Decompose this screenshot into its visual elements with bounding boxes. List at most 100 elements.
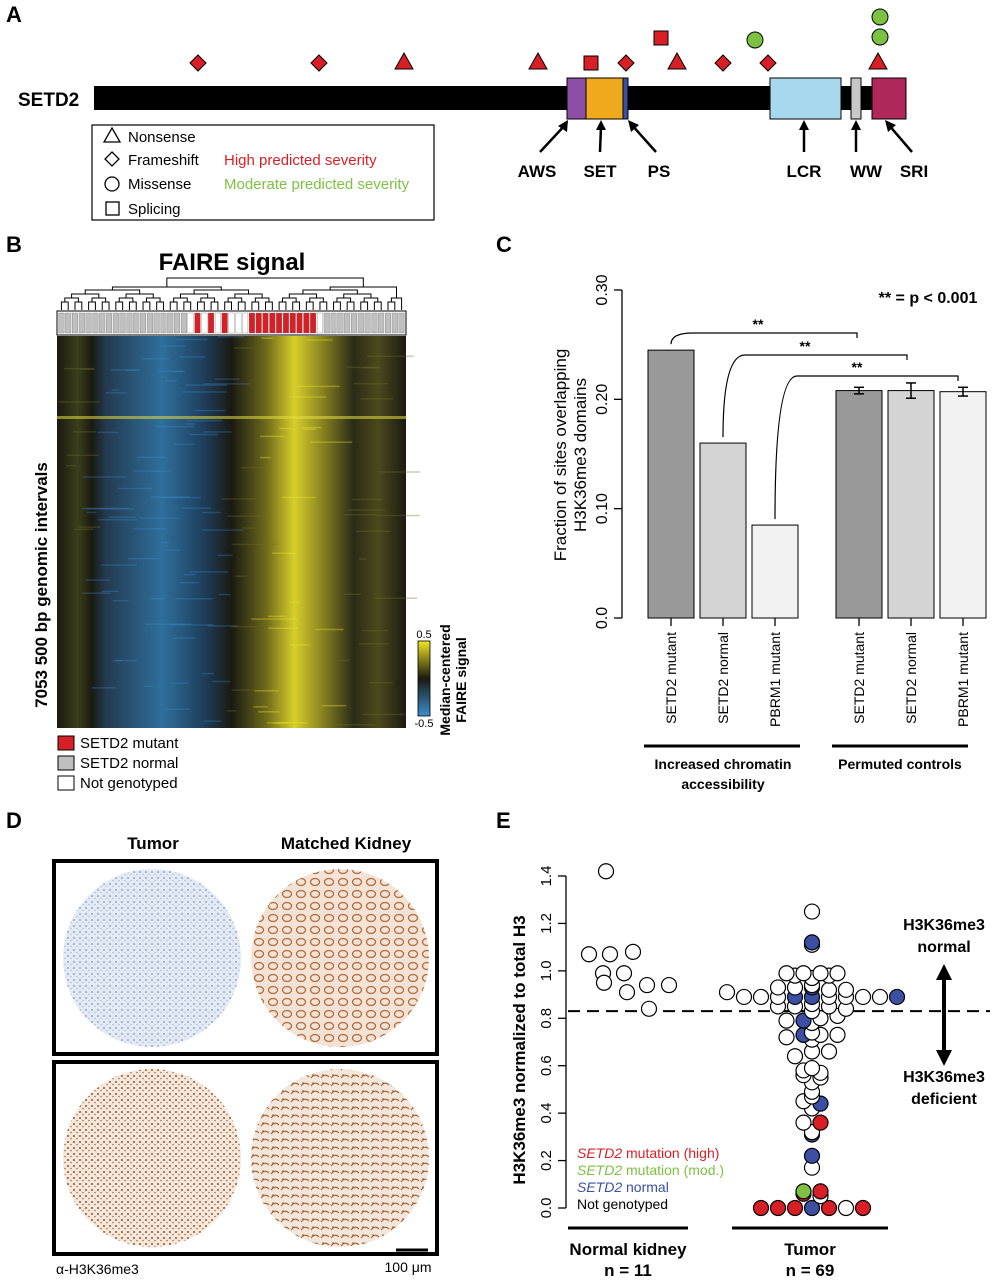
- panel-letter-d: D: [6, 808, 22, 833]
- bar: [835, 390, 883, 619]
- genotype-cell: [248, 312, 255, 334]
- heatmap-stripe: [160, 496, 201, 499]
- heatmap-stripe: [144, 685, 154, 688]
- point-normal-kidney: [601, 946, 619, 963]
- point-tumor: [778, 1029, 795, 1046]
- genotype-cell: [174, 312, 181, 334]
- heatmap-stripe: [108, 516, 136, 518]
- point-normal-kidney: [640, 1000, 658, 1017]
- panel-letter-c: C: [496, 232, 512, 257]
- heatmap-stripe: [212, 680, 230, 683]
- heatmap-stripe: [173, 443, 195, 446]
- annot-deficient-2: deficient: [911, 1091, 977, 1108]
- frameshift-marker: [310, 54, 328, 72]
- heatmap-stripe: [185, 423, 195, 425]
- point-tumor: [803, 1199, 821, 1217]
- genotype-cell: [78, 312, 85, 334]
- dendrogram-branch: [101, 301, 110, 310]
- heatmap-stripe: [376, 514, 420, 517]
- heatmap-stripe: [63, 367, 94, 370]
- dendrogram-branch: [288, 293, 318, 298]
- genotype-cell: [167, 312, 174, 334]
- antibody-label: α-H3K36me3: [56, 1261, 139, 1277]
- point-tumor: [820, 981, 838, 998]
- group-label-increased: Increased chromatin: [655, 756, 792, 772]
- legend-italic: SETD2: [577, 1179, 622, 1195]
- heatmap-stripe: [227, 515, 272, 517]
- genotype-cell: [303, 312, 310, 334]
- heatmap-stripe: [189, 571, 228, 573]
- heatmap-stripe: [189, 433, 219, 436]
- legend-italic: SETD2: [577, 1145, 622, 1161]
- point-tumor: [803, 934, 821, 951]
- chart-c-significance-label: ** = p < 0.001: [879, 290, 978, 307]
- dendrogram: [60, 277, 403, 310]
- domain-label-ww: WW: [850, 162, 883, 181]
- missense-marker: [871, 8, 889, 26]
- legend-entry: SETD2 mutation (high): [577, 1145, 719, 1161]
- heatmap-stripe: [157, 370, 184, 372]
- heatmap-stripe: [217, 336, 245, 338]
- heatmap-stripe: [219, 593, 231, 596]
- genotype-cell: [180, 312, 187, 334]
- heatmap-stripe: [352, 498, 383, 501]
- legend-entry: SETD2 normal: [577, 1179, 669, 1195]
- genotype-cell: [269, 312, 276, 334]
- y-tick-label: 0.6: [538, 1055, 555, 1076]
- bar: [647, 349, 695, 619]
- genotype-cell: [364, 312, 371, 334]
- dendrogram-branch: [333, 301, 341, 310]
- genotype-cell: [214, 312, 221, 334]
- tma-core-tumor-bottom: [63, 1069, 241, 1247]
- chart-c-y-axis: 0.0 0.10 0.20 0.30: [594, 274, 623, 629]
- panel-c: Fraction of sites overlapping H3K36me3 d…: [551, 274, 987, 792]
- dendrogram-branch: [179, 293, 209, 298]
- dendrogram-branch: [343, 293, 372, 298]
- group-label-increased-line2: accessibility: [681, 776, 764, 792]
- dendrogram-branch: [128, 301, 137, 310]
- heatmap-stripe: [234, 347, 254, 349]
- point-tumor: [812, 1183, 829, 1200]
- domain-label-lcr: LCR: [787, 162, 822, 181]
- heatmap-stripe: [141, 358, 170, 360]
- heatmap-stripe: [336, 723, 375, 726]
- y-tick-label: 0.8: [538, 1008, 555, 1029]
- dendrogram-branch: [292, 301, 301, 310]
- dendrogram-branch: [346, 301, 355, 310]
- domain-ww: [850, 77, 862, 120]
- heatmap-stripe: [214, 378, 240, 381]
- panel-letter-e: E: [496, 808, 511, 833]
- genotype-cell: [337, 312, 344, 334]
- chart-e-points: [580, 863, 906, 1217]
- genotype-cell: [160, 312, 167, 334]
- genotype-cell: [99, 312, 106, 334]
- heatmap-stripe: [139, 517, 180, 519]
- significance-marker: **: [753, 316, 764, 332]
- tma-col-tumor: Tumor: [127, 834, 179, 853]
- dendrogram-branch: [373, 301, 382, 310]
- point-tumor: [752, 988, 770, 1006]
- point-tumor: [837, 981, 855, 998]
- chart-c-ylabel-2: H3K36me3 domains: [571, 378, 590, 532]
- genotype-cell: [228, 312, 235, 334]
- point-tumor: [735, 988, 753, 1006]
- colorbar-min: -0.5: [415, 718, 434, 730]
- tma-core-tumor-top: [63, 869, 241, 1047]
- heatmap-stripe: [170, 682, 189, 684]
- dendrogram-branch: [74, 301, 83, 310]
- heatmap-stripe: [133, 470, 171, 473]
- heatmap-stripe: [369, 681, 394, 684]
- genotype-cell: [351, 312, 357, 334]
- heatmap-stripe: [112, 659, 123, 662]
- heatmap-stripe: [240, 466, 272, 469]
- panel-b: FAIRE signal: [32, 249, 469, 792]
- heatmap-stripe: [195, 409, 226, 412]
- genotype-cell: [85, 312, 92, 334]
- genotype-cell: [126, 312, 133, 334]
- legend-not-genotyped: Not genotyped: [80, 775, 178, 792]
- heatmap-stripe: [168, 624, 214, 626]
- heatmap-stripe: [66, 464, 77, 467]
- x-tick-label: SETD2 normal: [715, 632, 731, 724]
- dendrogram-branch: [329, 286, 397, 298]
- chart-c-bars: [647, 349, 987, 619]
